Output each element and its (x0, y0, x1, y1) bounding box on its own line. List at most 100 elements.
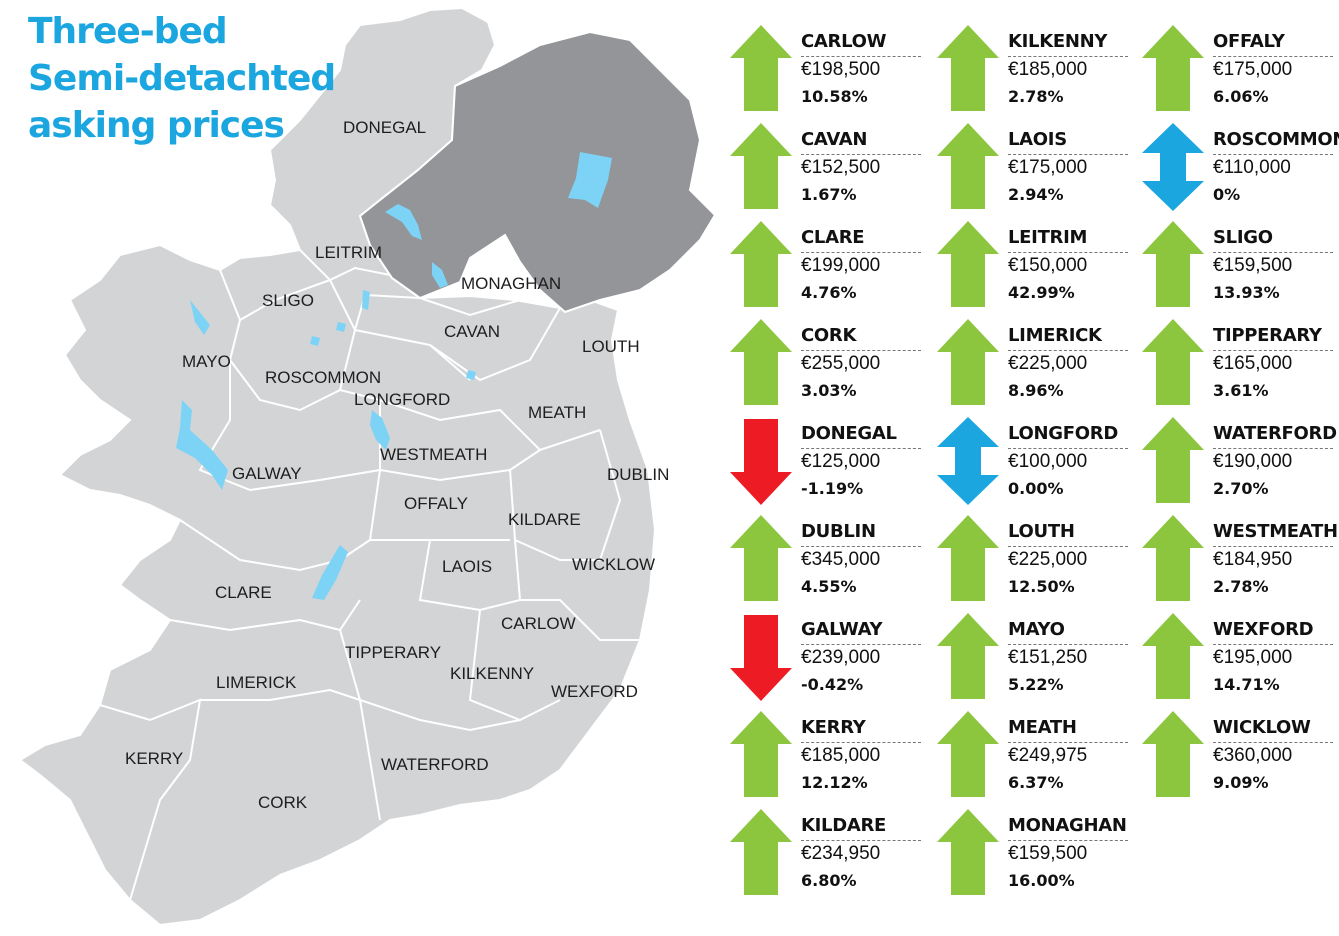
map-label-offaly: OFFALY (404, 494, 468, 513)
dashed-divider (1008, 840, 1128, 841)
percent-change: 3.61% (1213, 381, 1269, 400)
percent-change: 1.67% (801, 185, 857, 204)
dashed-divider (801, 840, 921, 841)
county-name: LOUTH (1008, 521, 1075, 542)
up-arrow-icon (937, 319, 999, 405)
up-arrow-icon (1142, 417, 1204, 503)
county-name: KILDARE (801, 815, 887, 836)
asking-price: €255,000 (801, 353, 881, 374)
map-label-clare: CLARE (215, 583, 272, 602)
map-label-westmeath: WESTMEATH (380, 445, 487, 464)
county-entry-sligo: SLIGO €159,500 13.93% (1142, 221, 1339, 317)
up-arrow-icon (1142, 319, 1204, 405)
up-arrow-icon (730, 711, 792, 797)
percent-change: 13.93% (1213, 283, 1280, 302)
percent-change: 2.78% (1213, 577, 1269, 596)
asking-price: €159,500 (1008, 843, 1088, 864)
lough-key (336, 322, 346, 332)
county-entry-cork: CORK €255,000 3.03% (730, 319, 930, 415)
dashed-divider (1008, 350, 1128, 351)
map-label-wicklow: WICKLOW (572, 555, 655, 574)
percent-change: 0% (1213, 185, 1241, 204)
up-arrow-icon (1142, 711, 1204, 797)
asking-price: €125,000 (801, 451, 881, 472)
percent-change: 2.78% (1008, 87, 1064, 106)
dashed-divider (1213, 350, 1333, 351)
up-arrow-icon (1142, 221, 1204, 307)
asking-price: €345,000 (801, 549, 881, 570)
county-entry-kildare: KILDARE €234,950 6.80% (730, 809, 930, 905)
county-name: LEITRIM (1008, 227, 1088, 248)
county-name: LAOIS (1008, 129, 1067, 150)
lough-derg (312, 545, 348, 600)
up-arrow-icon (730, 809, 792, 895)
county-name: OFFALY (1213, 31, 1285, 52)
map-label-tipperary: TIPPERARY (345, 643, 441, 662)
dashed-divider (1213, 252, 1333, 253)
percent-change: 2.70% (1213, 479, 1269, 498)
county-entry-louth: LOUTH €225,000 12.50% (937, 515, 1137, 611)
percent-change: 0.00% (1008, 479, 1064, 498)
county-entry-meath: MEATH €249,975 6.37% (937, 711, 1137, 807)
county-name: CORK (801, 325, 857, 346)
dashed-divider (1008, 546, 1128, 547)
asking-price: €150,000 (1008, 255, 1088, 276)
county-entry-wexford: WEXFORD €195,000 14.71% (1142, 613, 1339, 709)
title-line-3: asking prices (28, 105, 285, 146)
lough-erne-upper (385, 204, 422, 240)
percent-change: 12.12% (801, 773, 868, 792)
county-entry-kerry: KERRY €185,000 12.12% (730, 711, 930, 807)
dashed-divider (1008, 154, 1128, 155)
up-arrow-icon (937, 123, 999, 209)
map-label-waterford: WATERFORD (381, 755, 489, 774)
lough-gara (310, 336, 320, 346)
percent-change: 16.00% (1008, 871, 1075, 890)
northern-ireland-shape (358, 30, 717, 314)
map-label-meath: MEATH (528, 403, 586, 422)
percent-change: 6.80% (801, 871, 857, 890)
county-name: LONGFORD (1008, 423, 1118, 444)
dashed-divider (1008, 56, 1128, 57)
percent-change: 12.50% (1008, 577, 1075, 596)
county-entry-donegal: DONEGAL €125,000 -1.19% (730, 417, 930, 513)
county-entry-cavan: CAVAN €152,500 1.67% (730, 123, 930, 219)
up-arrow-icon (937, 515, 999, 601)
dashed-divider (1008, 252, 1128, 253)
asking-price: €190,000 (1213, 451, 1293, 472)
up-arrow-icon (937, 711, 999, 797)
county-name: MEATH (1008, 717, 1077, 738)
lough-allen (362, 290, 370, 310)
dashed-divider (1213, 644, 1333, 645)
county-name: KILKENNY (1008, 31, 1108, 52)
title-line-1: Three-bed (28, 11, 228, 52)
asking-price: €360,000 (1213, 745, 1293, 766)
county-name: WICKLOW (1213, 717, 1311, 738)
map-label-leitrim: LEITRIM (315, 243, 382, 262)
lough-erne-lower (432, 262, 448, 288)
county-name: CARLOW (801, 31, 887, 52)
lakes (176, 152, 612, 600)
map-label-monaghan: MONAGHAN (461, 274, 561, 293)
map-label-kerry: KERRY (125, 749, 183, 768)
asking-price: €159,500 (1213, 255, 1293, 276)
county-entry-monaghan: MONAGHAN €159,500 16.00% (937, 809, 1137, 905)
asking-price: €100,000 (1008, 451, 1088, 472)
asking-price: €195,000 (1213, 647, 1293, 668)
county-entry-wicklow: WICKLOW €360,000 9.09% (1142, 711, 1339, 807)
dashed-divider (1213, 56, 1333, 57)
county-entry-tipperary: TIPPERARY €165,000 3.61% (1142, 319, 1339, 415)
up-arrow-icon (730, 221, 792, 307)
percent-change: 2.94% (1008, 185, 1064, 204)
map-label-cork: CORK (258, 793, 308, 812)
county-entry-kilkenny: KILKENNY €185,000 2.78% (937, 25, 1137, 121)
percent-change: -1.19% (801, 479, 864, 498)
dashed-divider (801, 644, 921, 645)
map-label-louth: LOUTH (582, 337, 640, 356)
percent-change: 4.55% (801, 577, 857, 596)
county-entry-leitrim: LEITRIM €150,000 42.99% (937, 221, 1137, 317)
page-title: Three-bed Semi-detachted asking prices (28, 8, 336, 149)
lough-mask (190, 300, 210, 335)
dashed-divider (1213, 154, 1333, 155)
county-entry-roscommon: ROSCOMMON €110,000 0% (1142, 123, 1339, 219)
dashed-divider (801, 154, 921, 155)
